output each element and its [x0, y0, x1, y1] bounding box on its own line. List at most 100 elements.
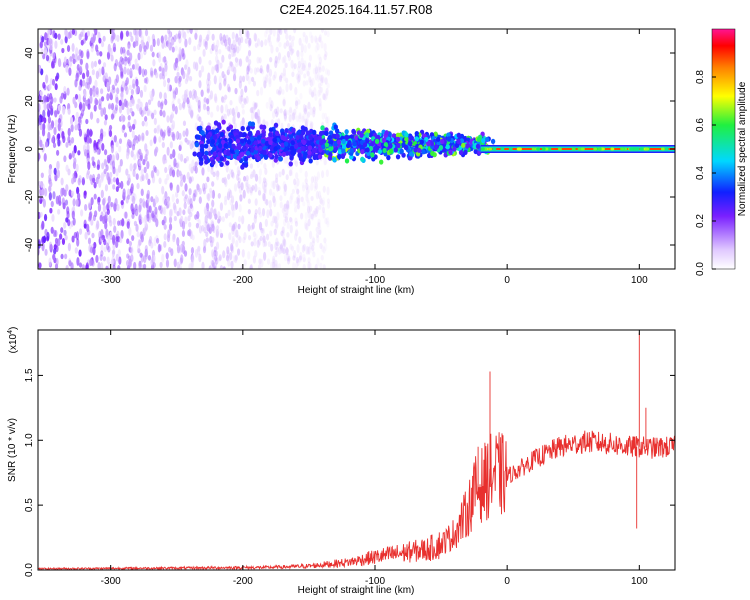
spectrogram-cell — [268, 152, 273, 158]
spectrogram-cell — [104, 184, 109, 192]
spectrogram-cell — [176, 169, 180, 178]
spectrogram-cell — [227, 142, 232, 149]
spectrogram-cell — [115, 152, 120, 161]
spectrogram-cell — [236, 155, 241, 161]
spectrogram-cell — [53, 126, 57, 136]
spectrogram-cell — [316, 257, 320, 267]
spectrogram-cell — [98, 230, 102, 240]
spectrogram-cell — [170, 131, 174, 138]
spectrogram-cell — [296, 197, 301, 205]
spectrogram-cell — [234, 254, 238, 261]
spectrogram-cell — [110, 144, 115, 154]
spectrogram-cell — [201, 167, 205, 176]
spectrogram-cell — [269, 29, 273, 36]
spectrogram-cell — [281, 151, 287, 157]
spectrogram-cell — [340, 153, 346, 160]
spectrogram-cell — [237, 234, 241, 241]
spectrogram-cell — [247, 235, 252, 241]
spectrogram-cell — [212, 42, 216, 51]
spectrogram-cell — [426, 141, 431, 147]
spectrogram-cell — [313, 185, 317, 192]
spectrogram-cell — [296, 203, 300, 210]
spectrogram-cell — [273, 122, 279, 128]
spectrogram-cell — [192, 88, 196, 96]
spectrogram-cell — [290, 192, 294, 201]
spectrogram-cell — [211, 159, 216, 165]
spectrogram-cell — [203, 154, 208, 160]
spectrogram-cell — [235, 138, 241, 144]
spectrogram-cell — [125, 30, 130, 37]
spectrogram-cell — [219, 131, 225, 138]
spectrogram-cell — [213, 65, 217, 71]
spectrogram-cell — [90, 36, 94, 44]
spectrogram-cell — [276, 33, 281, 42]
spectrogram-cell — [231, 31, 235, 40]
spectrogram-cell — [112, 46, 117, 53]
spectrogram-cell — [106, 154, 111, 161]
spectrogram-cell — [153, 136, 157, 145]
spectrogram-cell — [317, 135, 322, 141]
spectrogram-cell — [430, 150, 435, 156]
spectrogram-cell — [42, 81, 46, 89]
spectrogram-cell — [96, 220, 100, 230]
spectrogram-cell — [141, 68, 145, 78]
spectrogram-cell — [43, 41, 48, 47]
spectrogram-cell — [104, 221, 108, 230]
spectrogram-cell — [253, 149, 259, 155]
spectrogram-cell — [168, 223, 173, 231]
spectrogram-cell — [306, 140, 312, 146]
spectrogram-cell — [212, 171, 216, 178]
spectrogram-cell — [293, 108, 297, 115]
spectrogram-cell — [319, 198, 324, 205]
spectrogram-cell — [278, 41, 282, 48]
spectrogram-cell — [297, 202, 301, 210]
spectrogram-cell — [83, 90, 87, 99]
spectrogram-cell — [83, 131, 87, 138]
spectrogram-cell — [207, 193, 211, 202]
spectrogram-cell — [188, 195, 192, 205]
spectrogram-cell — [167, 43, 171, 49]
spectrogram-cell — [289, 224, 293, 234]
spectrogram-cell — [60, 38, 64, 45]
spectrogram-cell — [216, 59, 220, 66]
spectrogram-cell — [180, 243, 184, 253]
spectrogram-line-spot — [664, 147, 669, 151]
spectrogram-cell — [268, 40, 272, 47]
spectrogram-y-tick-label: -20 — [24, 189, 35, 204]
spectrogram-cell — [122, 115, 126, 122]
spectrogram-cell — [112, 184, 116, 190]
spectrogram-cell — [78, 104, 82, 110]
spectrogram-cell — [70, 123, 74, 133]
spectrogram-cell — [132, 41, 136, 48]
spectrogram-cell — [336, 139, 342, 145]
spectrogram-cell — [90, 61, 95, 69]
spectrogram-cell — [298, 112, 302, 120]
spectrogram-cell — [71, 177, 75, 185]
spectrogram-x-tick-label: -300 — [101, 275, 121, 286]
spectrogram-cell — [126, 253, 130, 259]
spectrogram-cell — [202, 187, 207, 195]
spectrogram-cell — [43, 117, 47, 124]
spectrogram-cell — [210, 207, 214, 214]
spectrogram-cell — [194, 161, 198, 167]
spectrogram-cell — [64, 35, 68, 44]
spectrogram-line-spot — [508, 147, 513, 151]
spectrogram-cell — [190, 247, 195, 254]
spectrogram-cell — [233, 44, 237, 53]
spectrogram-cell — [438, 144, 444, 151]
spectrogram-cell — [168, 30, 172, 38]
spectrogram-cell — [281, 229, 285, 238]
spectrogram-cell — [202, 103, 207, 111]
spectrogram-cell — [289, 169, 294, 176]
spectrogram-cell — [178, 46, 182, 56]
spectrogram-cell — [203, 238, 207, 248]
spectrogram-cell — [91, 232, 95, 239]
spectrogram-cell — [307, 246, 311, 255]
spectrogram-cell — [191, 234, 195, 241]
spectrogram-cell — [164, 34, 168, 41]
spectrogram-cell — [318, 66, 322, 73]
spectrogram-cell — [116, 34, 120, 43]
spectrogram-cell — [88, 211, 92, 221]
spectrogram-cell — [182, 174, 186, 183]
spectrogram-cell — [240, 164, 245, 170]
